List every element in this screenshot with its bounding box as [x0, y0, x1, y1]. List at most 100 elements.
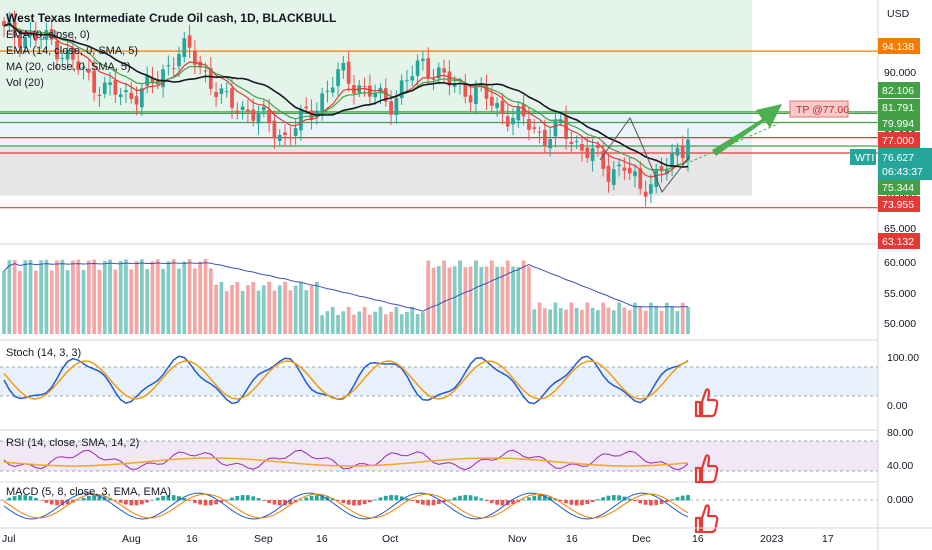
macd-histogram-bar: [219, 500, 224, 503]
macd-histogram-bar: [346, 500, 351, 505]
macd-histogram-bar: [33, 497, 38, 501]
volume-bar: [124, 259, 128, 334]
candle-body: [468, 95, 473, 103]
candle-body: [235, 110, 240, 113]
volume-bar: [516, 267, 521, 334]
time-tick-label: Jul: [2, 533, 15, 545]
candle-body: [150, 78, 155, 83]
macd-line: [3, 492, 689, 520]
volume-bar: [463, 267, 468, 334]
candle-body: [261, 106, 266, 111]
indicator-ema14-label: EMA (14, close, 0, SMA, 5): [6, 45, 138, 57]
macd-histogram-bar: [368, 500, 372, 503]
macd-histogram-bar: [357, 500, 362, 506]
thumbs-up-icon: [694, 388, 719, 418]
volume-bar: [495, 266, 499, 334]
macd-histogram-bar: [410, 500, 415, 501]
candle-body: [124, 90, 128, 93]
candle-body: [521, 103, 526, 117]
volume-bar: [320, 315, 324, 334]
volume-bar: [442, 260, 446, 334]
rsi-ma-line: [3, 457, 689, 467]
macd-histogram-bar: [23, 495, 28, 501]
candle-body: [638, 168, 643, 189]
volume-bar: [129, 269, 134, 334]
volume-bar: [436, 266, 441, 334]
time-tick-label: 16: [692, 533, 704, 545]
candle-body: [65, 50, 70, 60]
macd-histogram-bar: [447, 499, 452, 501]
candle-body: [368, 85, 372, 97]
price-tag-79.994: [878, 115, 920, 131]
macd-histogram-bar: [224, 499, 229, 501]
candle-body: [18, 36, 22, 48]
price-tick-label: 50.000: [884, 318, 916, 330]
volume-bar: [373, 311, 378, 334]
volume-bar: [606, 307, 611, 334]
volume-bar: [161, 268, 165, 334]
candle-body: [145, 75, 150, 86]
candle-body: [574, 141, 579, 143]
time-axis[interactable]: Jul Aug 16 Sep 16 Oct Nov 16 Dec 16 2023 17: [0, 527, 932, 545]
volume-bar: [272, 290, 277, 334]
candle-body: [23, 37, 28, 48]
volume-bar: [410, 306, 415, 334]
zone-mid: [0, 122, 752, 147]
time-tick-label: 16: [316, 533, 328, 545]
volume-bar: [341, 311, 346, 334]
horizontal-levels[interactable]: [0, 50, 878, 209]
macd-histogram-bar: [177, 496, 181, 501]
macd-histogram-bar: [336, 500, 340, 501]
volume-bar: [611, 310, 616, 334]
macd-histogram-bar: [341, 500, 346, 504]
volume-bar: [617, 302, 621, 334]
volume-bar: [49, 270, 54, 334]
price-tag-82.106: [878, 82, 920, 98]
macd-histogram-bar: [256, 498, 261, 501]
volume-bar: [394, 306, 399, 334]
volume-bar: [505, 260, 510, 334]
volume-bar: [18, 270, 22, 334]
candle-body: [92, 70, 96, 93]
macd-histogram-bar: [574, 500, 579, 506]
volume-bar: [28, 259, 33, 334]
chart-legend: West Texas Intermediate Crude Oil cash, …: [6, 11, 336, 89]
macd-label: MACD (5, 8, close, 3, EMA, EMA): [6, 486, 171, 498]
macd-histogram-bar: [596, 499, 600, 501]
volume-bar: [564, 309, 568, 334]
candle-body: [336, 69, 340, 86]
macd-histogram-bar: [161, 495, 165, 501]
macd-histogram-bar: [187, 500, 192, 501]
volume-bar: [33, 270, 38, 334]
last-price-text: 76.627: [882, 152, 914, 164]
macd-histogram-bar: [28, 496, 33, 501]
macd-histogram-bar: [686, 495, 690, 501]
candle-body: [187, 35, 192, 48]
candle-body: [527, 118, 531, 130]
pane-tick-label: 0.00: [887, 400, 908, 412]
candle-body: [12, 21, 17, 38]
volume-bar: [346, 306, 351, 334]
macd-histogram-bar: [86, 496, 91, 501]
macd-histogram-bar: [405, 498, 409, 501]
thumbs-up-icon: [694, 504, 719, 534]
macd-histogram-bar: [670, 499, 674, 501]
trend-drawings[interactable]: TP @77.00: [599, 100, 849, 193]
volume-bar: [150, 261, 155, 334]
price-tag-77.000: [878, 132, 920, 148]
macd-histogram-bar: [495, 500, 499, 505]
macd-histogram-bar: [193, 500, 197, 503]
volume-bar: [65, 270, 70, 334]
price-zones: [0, 0, 752, 196]
price-tag-94.138: [878, 38, 920, 54]
volume-bar: [193, 268, 197, 334]
last-price-tag: [878, 148, 932, 180]
macd-histogram-bar: [399, 496, 404, 501]
volume-bar: [378, 306, 383, 334]
candle-body: [479, 83, 484, 87]
macd-histogram-bar: [267, 500, 271, 503]
indicator-panes: [0, 339, 878, 534]
volume-bar: [240, 290, 245, 334]
thumbs-up-shape: [694, 388, 719, 418]
